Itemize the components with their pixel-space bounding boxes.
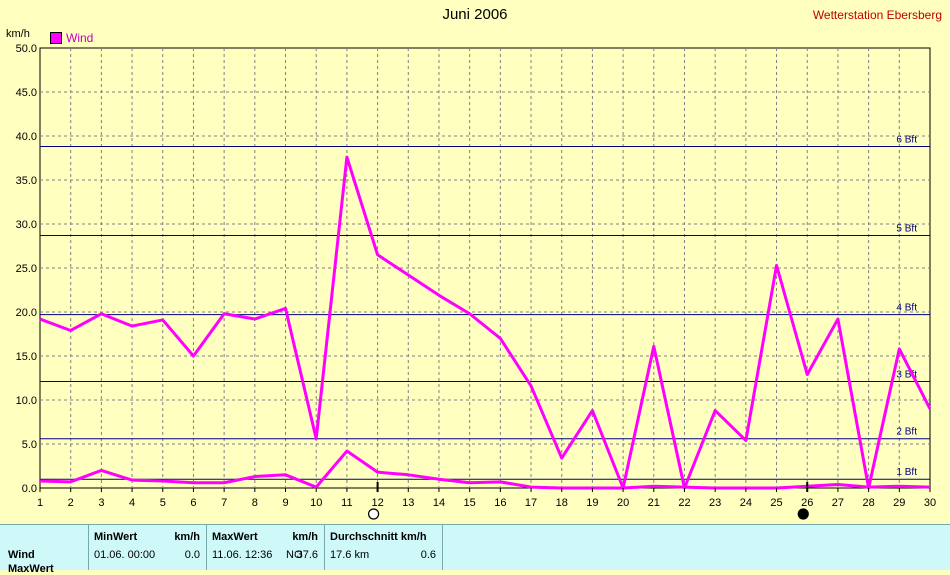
avg-header: Durchschnitt km/h [330, 531, 427, 543]
x-tick-label: 17 [525, 497, 537, 509]
y-tick-label: 50.0 [16, 43, 37, 55]
min-header: MinWert [94, 531, 138, 543]
y-axis-unit: km/h [6, 28, 30, 40]
bft-label: 4 Bft [896, 303, 917, 314]
y-tick-label: 30.0 [16, 219, 37, 231]
new-moon-icon [797, 508, 809, 520]
avg-value1: 17.6 km [330, 549, 370, 561]
y-tick-label: 45.0 [16, 87, 37, 99]
x-tick-label: 11 [341, 497, 352, 509]
x-tick-label: 14 [433, 497, 445, 509]
bft-label: 3 Bft [896, 370, 917, 381]
max-time: 11.06. 12:36 [212, 549, 273, 561]
max-unit: km/h [292, 531, 318, 543]
min-cell: MinWert km/h 01.06. 00:00 0.0 [88, 525, 207, 570]
x-tick-label: 26 [801, 497, 813, 509]
x-tick-label: 7 [221, 497, 227, 509]
y-tick-label: 20.0 [16, 307, 37, 319]
x-tick-label: 19 [586, 497, 598, 509]
min-value: 0.0 [184, 549, 200, 561]
row-label-cell: Wind MaxWert [0, 525, 89, 575]
min-time: 01.06. 00:00 [94, 549, 156, 561]
y-tick-label: 15.0 [16, 351, 37, 363]
x-tick-label: 24 [740, 497, 752, 509]
legend-label: Wind [66, 31, 94, 45]
series-line-wind [39, 155, 932, 490]
bft-label: 2 Bft [896, 427, 917, 438]
x-tick-label: 13 [402, 497, 414, 509]
x-tick-label: 23 [709, 497, 721, 509]
x-tick-label: 20 [617, 497, 629, 509]
y-tick-label: 25.0 [16, 263, 37, 275]
x-tick-label: 1 [37, 497, 43, 509]
y-tick-label: 35.0 [16, 175, 37, 187]
moon-phases [367, 482, 809, 520]
x-tick-label: 5 [160, 497, 166, 509]
chart-title: Juni 2006 [442, 6, 508, 23]
series-lines [39, 155, 932, 490]
x-tick-label: 16 [494, 497, 506, 509]
y-tick-label: 40.0 [16, 131, 37, 143]
legend-swatch [50, 32, 62, 44]
full-moon-icon [367, 508, 380, 520]
x-tick-label: 21 [648, 497, 660, 509]
x-tick-label: 10 [310, 497, 322, 509]
summary-table: Wind MaxWert MinWert km/h 01.06. 00:00 0… [0, 524, 950, 575]
x-tick-label: 18 [556, 497, 568, 509]
max-dir: NO [286, 549, 303, 561]
y-ticks: 0.0 5.0 10.0 15.0 20.0 25.0 30.0 35.0 40.0 45.0 50… [16, 43, 37, 495]
avg-value2: 0.6 [420, 549, 436, 561]
bft-label: 6 Bft [896, 135, 917, 146]
y-tick-label: 5.0 [22, 439, 37, 451]
x-tick-label: 4 [129, 497, 135, 509]
x-tick-label: 27 [832, 497, 844, 509]
legend: Wind [50, 31, 93, 45]
grid [40, 48, 930, 488]
y-tick-label: 10.0 [16, 395, 37, 407]
x-tick-label: 9 [282, 497, 288, 509]
x-tick-label: 28 [862, 497, 874, 509]
x-tick-label: 15 [464, 497, 476, 509]
x-ticks: 1 2 3 4 5 6 7 8 9 10 11 12 13 14 15 16 17 18 19 20 21 22 23 24 2… [37, 488, 936, 509]
x-tick-label: 22 [678, 497, 690, 509]
x-tick-label: 25 [770, 497, 782, 509]
series-line-secondary [39, 449, 931, 490]
beaufort-lines: 1 Bft 2 Bft 3 Bft 4 Bft 5 Bft 6 Bft [40, 135, 930, 480]
x-tick-label: 29 [893, 497, 905, 509]
max-cell: MaxWert km/h 11.06. 12:36 NO 37.6 [206, 525, 325, 570]
bft-label: 5 Bft [896, 223, 917, 234]
y-tick-label: 0.0 [22, 483, 37, 495]
max-value: 37.6 [296, 549, 318, 561]
row-label-max: MaxWert [8, 563, 54, 575]
bft-label: 1 Bft [896, 467, 917, 478]
max-header: MaxWert [212, 531, 258, 543]
x-tick-label: 2 [68, 497, 74, 509]
row-label-wind: Wind [8, 549, 35, 561]
min-unit: km/h [174, 531, 200, 543]
x-tick-label: 8 [252, 497, 258, 509]
station-name: Wetterstation Ebersberg [812, 8, 942, 22]
x-tick-label: 12 [371, 497, 383, 509]
x-tick-label: 3 [98, 497, 104, 509]
avg-cell: Durchschnitt km/h 17.6 km 0.6 [324, 525, 443, 570]
x-tick-label: 6 [190, 497, 196, 509]
x-tick-label: 30 [924, 497, 936, 509]
